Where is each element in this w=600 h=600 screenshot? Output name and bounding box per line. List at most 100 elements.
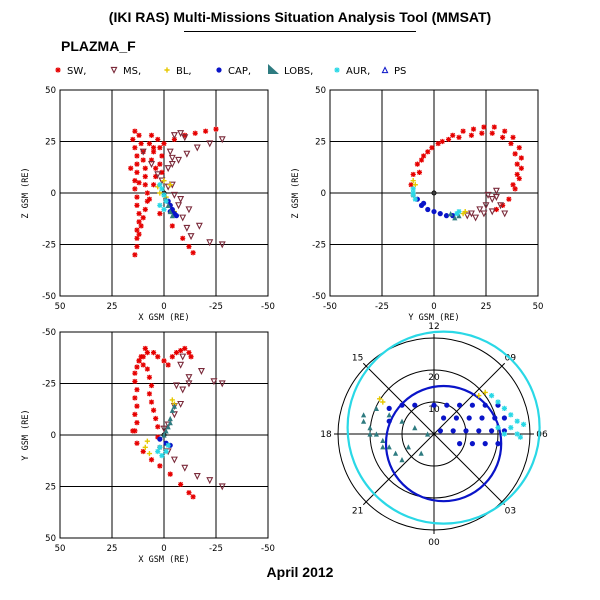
point-ms: [197, 367, 205, 375]
point-ms: [482, 202, 490, 210]
polar-spoke: [433, 433, 506, 506]
point-sw: [136, 219, 142, 225]
point-ms: [154, 171, 162, 179]
point-sw: [456, 134, 462, 140]
point-ms: [193, 144, 201, 152]
point-sw: [134, 153, 140, 159]
point-ms: [164, 165, 172, 173]
point-sw: [134, 169, 140, 175]
point-sw: [134, 440, 140, 446]
point-lobs: [161, 432, 167, 438]
point-sw: [142, 206, 148, 213]
ring-label: 20: [428, 373, 440, 383]
point-lobs: [418, 450, 424, 456]
point-lobs: [412, 425, 418, 431]
point-bl: [410, 178, 416, 184]
point-cap: [457, 402, 463, 408]
point-cap: [425, 206, 431, 213]
point-bl: [144, 438, 150, 444]
point-cap: [463, 428, 469, 434]
point-sw: [153, 165, 159, 171]
point-sw: [148, 132, 155, 138]
point-aur: [155, 448, 161, 455]
point-sw: [132, 178, 138, 184]
point-cap: [431, 402, 437, 408]
x-tick-label: 50: [55, 544, 66, 554]
point-lobs: [165, 424, 171, 430]
x-tick-label: -50: [323, 302, 337, 312]
point-sw: [479, 130, 485, 136]
x-tick-label: 0: [161, 544, 166, 554]
point-sw: [151, 182, 157, 188]
point-cap: [412, 402, 418, 408]
point-sw: [470, 126, 477, 132]
point-cap: [489, 428, 495, 434]
point-sw: [159, 153, 165, 159]
point-ms: [170, 132, 178, 140]
point-lobs: [380, 444, 386, 450]
legend-label-bl: BL,: [176, 66, 192, 77]
point-ms: [168, 154, 176, 162]
point-ms: [501, 210, 509, 218]
mlt-label: 00: [428, 538, 440, 548]
point-ms: [170, 456, 178, 464]
point-sw: [180, 235, 186, 241]
point-ms: [472, 214, 480, 222]
point-lobs: [399, 457, 405, 463]
point-sw: [429, 145, 435, 151]
point-sw: [130, 136, 136, 143]
point-sw: [138, 223, 144, 229]
point-ms: [218, 380, 226, 388]
point-bl: [157, 190, 163, 196]
point-cap: [495, 441, 501, 447]
instrument-label: PLAZMA_F: [61, 38, 136, 54]
point-sw: [132, 378, 138, 385]
point-sw: [134, 161, 140, 167]
polar-spoke: [362, 362, 435, 435]
title-underline: [184, 31, 416, 32]
point-ms: [183, 224, 191, 232]
x-tick-label: 0: [161, 302, 166, 312]
point-sw: [159, 169, 165, 175]
point-sw: [167, 471, 173, 477]
point-aur: [157, 444, 163, 450]
point-sw: [421, 153, 427, 159]
y-tick-label: -25: [42, 380, 56, 390]
x-tick-label: 25: [107, 544, 118, 554]
point-lobs: [452, 215, 458, 221]
point-aur: [514, 431, 520, 437]
point-sw: [157, 145, 163, 151]
point-aur: [412, 196, 418, 202]
point-bl: [142, 444, 148, 450]
point-sw: [182, 345, 188, 352]
point-sw: [500, 134, 506, 140]
legend-symbol-ms: [110, 66, 118, 74]
point-bl: [476, 393, 482, 399]
point-sw: [146, 374, 153, 380]
point-sw: [140, 157, 146, 163]
point-sw: [516, 175, 522, 182]
point-sw: [155, 354, 161, 360]
legend-label-ps: PS: [394, 66, 406, 77]
point-sw: [186, 243, 192, 250]
aur-oval: [346, 330, 541, 525]
point-bl: [380, 399, 386, 405]
point-sw: [144, 350, 150, 356]
point-ms: [206, 477, 214, 485]
point-ms: [179, 214, 187, 222]
point-aur: [157, 202, 163, 208]
y-tick-label: 0: [51, 189, 56, 199]
point-cap: [173, 213, 180, 219]
point-sw: [134, 202, 140, 208]
point-sw: [173, 350, 180, 356]
legend: SW, MS, BL, CAP, LOBS, AUR, PS: [55, 64, 406, 77]
point-sw: [142, 165, 148, 171]
point-sw: [138, 140, 144, 147]
point-sw: [169, 354, 175, 360]
point-bl: [161, 178, 167, 184]
mlt-label: 15: [352, 354, 363, 364]
point-sw: [144, 190, 150, 196]
point-aur: [157, 182, 163, 188]
